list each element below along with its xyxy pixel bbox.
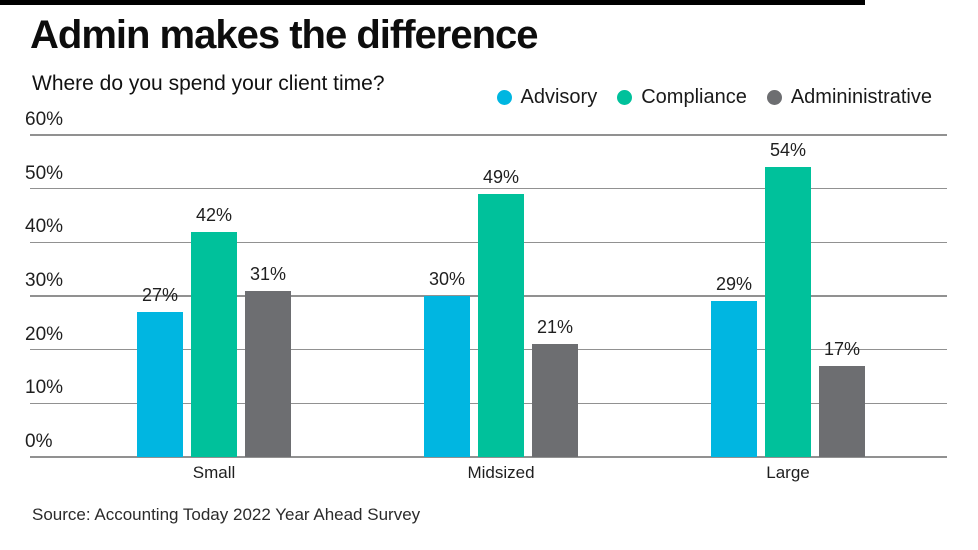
y-axis-tick-60-: 60% — [25, 109, 64, 130]
value-label-advisory-large: 29% — [715, 274, 753, 295]
value-label-compliance-small: 42% — [195, 204, 233, 225]
bar-compliance-midsized — [478, 194, 524, 457]
gridline-0- — [30, 456, 947, 458]
chart-subtitle: Where do you spend your client time? — [32, 72, 385, 95]
legend-item-admininistrative: Admininistrative — [766, 86, 932, 109]
legend-dot-advisory-icon — [496, 90, 512, 105]
bar-admininistrative-small — [245, 290, 291, 457]
legend-label-advisory: Advisory — [520, 86, 598, 108]
bar-compliance-small — [191, 231, 237, 457]
value-label-advisory-small: 27% — [141, 285, 179, 306]
value-label-compliance-large: 54% — [769, 140, 807, 161]
value-label-admininistrative-small: 31% — [249, 263, 287, 284]
legend-label-compliance: Compliance — [641, 86, 747, 108]
y-axis-tick-30-: 30% — [25, 270, 64, 291]
bar-advisory-midsized — [424, 296, 470, 457]
y-axis-tick-0-: 0% — [25, 431, 53, 452]
value-label-advisory-midsized: 30% — [428, 269, 466, 289]
value-label-admininistrative-midsized: 21% — [536, 317, 574, 338]
legend: Advisory Compliance Admininistrative — [496, 86, 932, 109]
bar-advisory-large — [711, 301, 757, 457]
legend-dot-admininistrative-icon — [766, 90, 782, 105]
gridline-60- — [30, 134, 947, 136]
plot-area: 0% 10% 20% 30% 40% 50% 60% 27% 42% 31% Small 30% 49%… — [25, 109, 947, 482]
legend-dot-compliance-icon — [617, 90, 633, 105]
top-accent-bar — [0, 0, 865, 5]
y-axis-tick-50-: 50% — [25, 162, 64, 184]
x-axis-label-small: Small — [192, 463, 236, 482]
value-label-compliance-midsized: 49% — [482, 167, 520, 188]
y-axis-tick-20-: 20% — [25, 323, 64, 345]
x-axis-label-large: Large — [766, 463, 810, 482]
bar-admininistrative-large — [819, 365, 865, 457]
value-label-admininistrative-large: 17% — [823, 338, 861, 359]
y-axis-tick-10-: 10% — [25, 377, 64, 399]
bar-compliance-large — [765, 167, 811, 457]
legend-item-advisory: Advisory — [496, 86, 598, 109]
bar-admininistrative-midsized — [532, 344, 578, 457]
y-axis-tick-40-: 40% — [25, 216, 64, 238]
legend-item-compliance: Compliance — [617, 86, 747, 109]
bar-advisory-small — [137, 312, 183, 457]
gridline-50- — [30, 187, 947, 190]
legend-label-admininistrative: Admininistrative — [790, 86, 932, 108]
x-axis-label-midsized: Midsized — [467, 463, 535, 482]
source-note: Source: Accounting Today 2022 Year Ahead… — [32, 505, 421, 524]
chart-title: Admin makes the difference — [30, 13, 538, 57]
